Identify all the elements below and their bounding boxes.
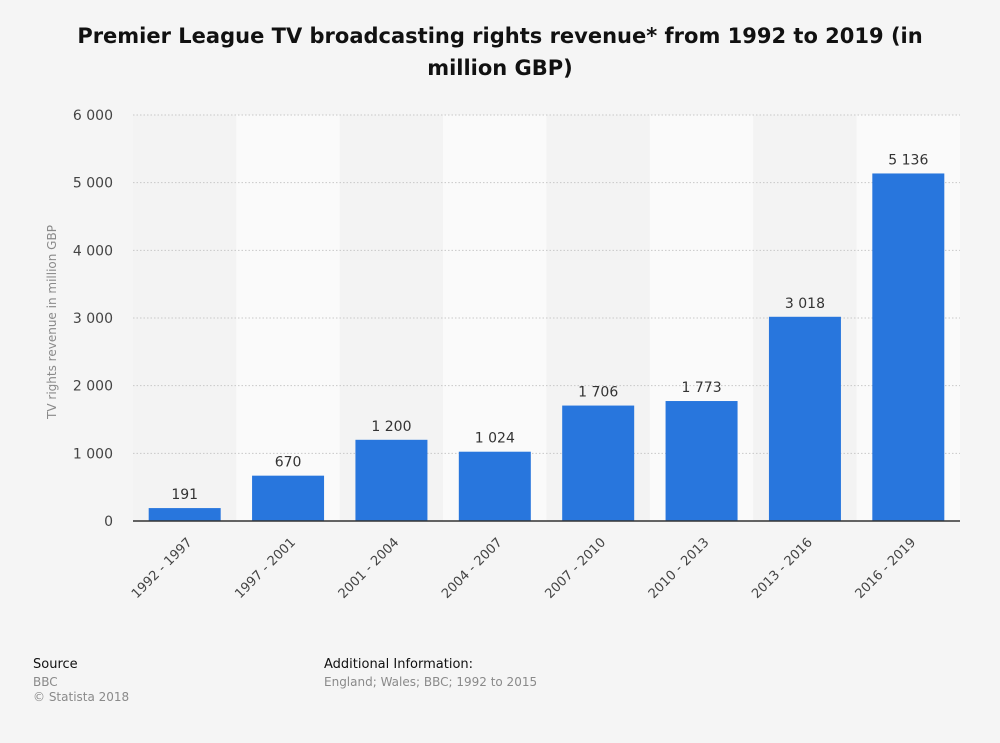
x-tick-label: 2007 - 2010 (542, 535, 609, 602)
bar (355, 439, 428, 521)
chart-title: Premier League TV broadcasting rights re… (77, 24, 923, 80)
bar (458, 451, 531, 521)
bar-value-label: 670 (275, 455, 302, 471)
source-heading: Source (33, 657, 78, 672)
bar (148, 508, 221, 521)
bar-value-label: 5 136 (888, 152, 928, 168)
copyright-text: © Statista 2018 (33, 690, 130, 704)
y-axis-ticks: 0 1 000 2 000 3 000 4 000 5 000 6 000 (73, 108, 113, 530)
x-tick-label: 2013 - 2016 (749, 535, 816, 602)
y-tick-label: 5 000 (73, 176, 113, 192)
bar-value-label: 1 773 (682, 380, 722, 396)
x-tick-label: 1997 - 2001 (232, 535, 299, 602)
x-tick-label: 2004 - 2007 (439, 535, 506, 602)
x-tick-label: 2001 - 2004 (336, 535, 403, 602)
bar (665, 401, 738, 521)
y-tick-label: 2 000 (73, 379, 113, 395)
y-tick-label: 0 (104, 514, 113, 530)
y-tick-label: 1 000 (73, 446, 113, 462)
bar (768, 316, 841, 521)
source-name: BBC (33, 675, 58, 689)
additional-info-text: England; Wales; BBC; 1992 to 2015 (324, 675, 538, 689)
additional-info-heading: Additional Information: (324, 657, 474, 672)
bars (148, 173, 945, 522)
x-tick-label: 2016 - 2019 (853, 535, 920, 602)
bar (252, 475, 325, 521)
bar (562, 405, 635, 521)
y-axis-label: TV rights revenue in million GBP (45, 225, 59, 420)
y-tick-label: 3 000 (73, 311, 113, 327)
y-tick-label: 4 000 (73, 243, 113, 259)
column-band (133, 115, 237, 521)
gridlines (133, 114, 960, 454)
y-tick-label: 6 000 (73, 108, 113, 124)
bar-value-label: 3 018 (785, 296, 825, 312)
value-labels: 191 670 1 200 1 024 1 706 1 773 3 018 5 136 (171, 152, 928, 503)
bar (872, 173, 945, 522)
bar-value-label: 191 (171, 487, 198, 503)
x-tick-label: 1992 - 1997 (129, 535, 196, 602)
bar-value-label: 1 024 (475, 431, 515, 447)
bar-value-label: 1 200 (371, 419, 411, 435)
x-axis-ticks: 1992 - 1997 1997 - 2001 2001 - 2004 2004 - … (129, 535, 919, 602)
bar-value-label: 1 706 (578, 385, 618, 401)
x-tick-label: 2010 - 2013 (646, 535, 713, 602)
